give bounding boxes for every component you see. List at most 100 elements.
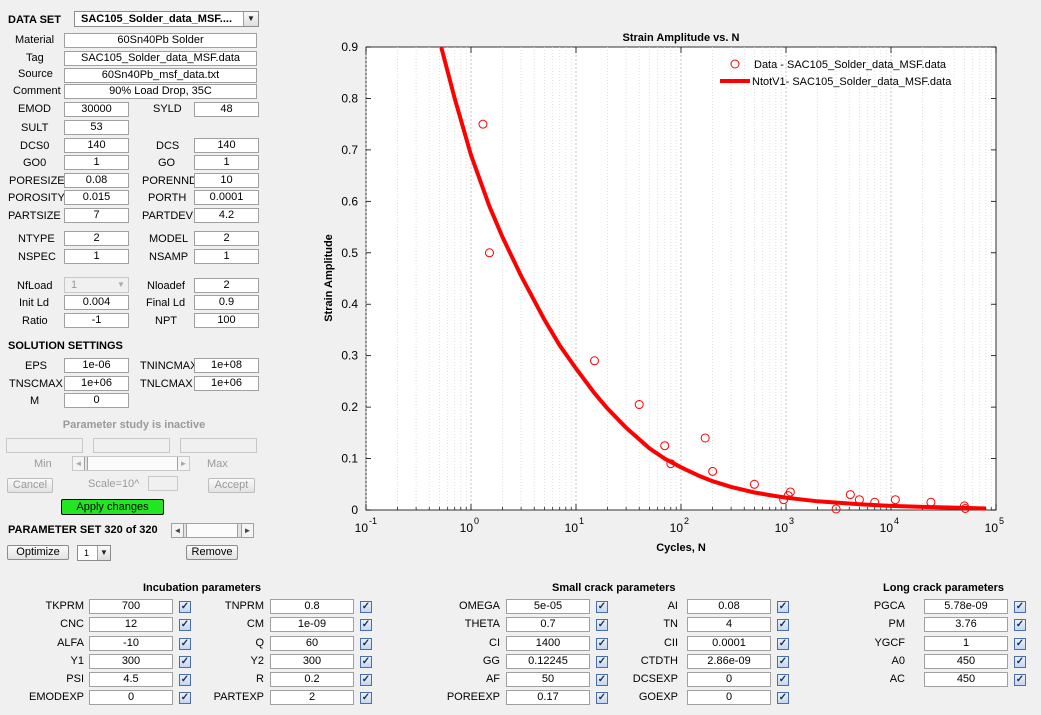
long-ac-field[interactable]: 450 [924,672,1008,687]
model-field[interactable]: 2 [194,231,259,246]
parameter-set-slider[interactable]: ◄ ► [171,523,254,538]
incubation-partexp-checkbox[interactable]: ✓ [360,692,372,704]
sult-field[interactable]: 53 [64,120,129,135]
porosity-field[interactable]: 0.015 [64,190,129,205]
incubation-tnprm-field[interactable]: 0.8 [270,599,354,614]
incubation-psi-checkbox[interactable]: ✓ [179,674,191,686]
small-theta-checkbox[interactable]: ✓ [596,619,608,631]
emod-field[interactable]: 30000 [64,102,129,117]
incubation-psi-field[interactable]: 4.5 [89,672,173,687]
m-field[interactable]: 0 [64,393,129,408]
incubation-cnc-field[interactable]: 12 [89,617,173,632]
material-field[interactable]: 60Sn40Pb Solder [64,33,257,48]
poresize-field[interactable]: 0.08 [64,173,129,188]
long-a0-checkbox[interactable]: ✓ [1014,656,1026,668]
chevron-down-icon[interactable]: ▼ [97,546,110,560]
chevron-down-icon[interactable]: ▼ [243,12,258,26]
incubation-q-checkbox[interactable]: ✓ [360,638,372,650]
small-ai-checkbox[interactable]: ✓ [777,601,789,613]
eps-field[interactable]: 1e-06 [64,358,129,373]
small-omega-checkbox[interactable]: ✓ [596,601,608,613]
final-ld-field[interactable]: 0.9 [194,295,259,310]
ntype-field[interactable]: 2 [64,231,129,246]
long-ygcf-field[interactable]: 1 [924,636,1008,651]
long-pm-field[interactable]: 3.76 [924,617,1008,632]
long-ac-checkbox[interactable]: ✓ [1014,674,1026,686]
small-poreexp-checkbox[interactable]: ✓ [596,692,608,704]
small-ctdth-checkbox[interactable]: ✓ [777,656,789,668]
small-ci-field[interactable]: 1400 [506,636,590,651]
incubation-cm-field[interactable]: 1e-09 [270,617,354,632]
long-pgca-checkbox[interactable]: ✓ [1014,601,1026,613]
optimize-button[interactable]: Optimize [7,545,69,560]
parameter-set-slider-thumb[interactable] [186,524,238,537]
small-ctdth-field[interactable]: 2.86e-09 [687,654,771,669]
small-gg-checkbox[interactable]: ✓ [596,656,608,668]
small-cii-field[interactable]: 0.0001 [687,636,771,651]
small-gg-field[interactable]: 0.12245 [506,654,590,669]
incubation-y1-checkbox[interactable]: ✓ [179,656,191,668]
nsamp-field[interactable]: 1 [194,249,259,264]
apply-changes-button[interactable]: Apply changes [61,499,164,515]
tnincmax-field[interactable]: 1e+08 [194,358,259,373]
small-dcsexp-field[interactable]: 0 [687,672,771,687]
incubation-cm-checkbox[interactable]: ✓ [360,619,372,631]
source-field[interactable]: 60Sn40Pb_msf_data.txt [64,68,257,83]
dataset-dropdown[interactable]: SAC105_Solder_data_MSF.... ▼ [74,11,259,27]
long-pm-checkbox[interactable]: ✓ [1014,619,1026,631]
remove-button[interactable]: Remove [186,545,238,560]
small-ai-field[interactable]: 0.08 [687,599,771,614]
small-ci-checkbox[interactable]: ✓ [596,638,608,650]
small-goexp-field[interactable]: 0 [687,690,771,705]
syld-field[interactable]: 48 [194,102,259,117]
go-field[interactable]: 1 [194,155,259,170]
incubation-tkprm-checkbox[interactable]: ✓ [179,601,191,613]
incubation-tkprm-field[interactable]: 700 [89,599,173,614]
small-tn-field[interactable]: 4 [687,617,771,632]
arrow-left-icon[interactable]: ◄ [172,524,184,537]
long-pgca-field[interactable]: 5.78e-09 [924,599,1008,614]
partsize-field[interactable]: 7 [64,208,129,223]
dcs-field[interactable]: 140 [194,138,259,153]
optimize-count-dropdown[interactable]: 1 ▼ [77,545,111,561]
small-dcsexp-checkbox[interactable]: ✓ [777,674,789,686]
incubation-emodexp-checkbox[interactable]: ✓ [179,692,191,704]
long-a0-field[interactable]: 450 [924,654,1008,669]
nloadef-field[interactable]: 2 [194,278,259,293]
tnlcmax-field[interactable]: 1e+06 [194,376,259,391]
tnscmax-field[interactable]: 1e+06 [64,376,129,391]
incubation-cnc-checkbox[interactable]: ✓ [179,619,191,631]
porth-field[interactable]: 0.0001 [194,190,259,205]
incubation-y1-field[interactable]: 300 [89,654,173,669]
comment-field[interactable]: 90% Load Drop, 35C [64,84,257,99]
small-omega-field[interactable]: 5e-05 [506,599,590,614]
incubation-partexp-field[interactable]: 2 [270,690,354,705]
dcs0-field[interactable]: 140 [64,138,129,153]
small-af-checkbox[interactable]: ✓ [596,674,608,686]
arrow-right-icon[interactable]: ► [241,524,253,537]
incubation-r-field[interactable]: 0.2 [270,672,354,687]
small-af-field[interactable]: 50 [506,672,590,687]
tag-field[interactable]: SAC105_Solder_data_MSF.data [64,51,257,66]
incubation-alfa-checkbox[interactable]: ✓ [179,638,191,650]
nspec-field[interactable]: 1 [64,249,129,264]
small-goexp-checkbox[interactable]: ✓ [777,692,789,704]
small-cii-checkbox[interactable]: ✓ [777,638,789,650]
incubation-r-checkbox[interactable]: ✓ [360,674,372,686]
small-tn-checkbox[interactable]: ✓ [777,619,789,631]
partdev-field[interactable]: 4.2 [194,208,259,223]
incubation-y2-checkbox[interactable]: ✓ [360,656,372,668]
incubation-q-field[interactable]: 60 [270,636,354,651]
go0-field[interactable]: 1 [64,155,129,170]
small-poreexp-field[interactable]: 0.17 [506,690,590,705]
init-ld-field[interactable]: 0.004 [64,295,129,310]
incubation-y2-field[interactable]: 300 [270,654,354,669]
incubation-tnprm-checkbox[interactable]: ✓ [360,601,372,613]
npt-field[interactable]: 100 [194,313,259,328]
incubation-alfa-field[interactable]: -10 [89,636,173,651]
small-theta-field[interactable]: 0.7 [506,617,590,632]
incubation-emodexp-field[interactable]: 0 [89,690,173,705]
porennd-field[interactable]: 10 [194,173,259,188]
long-ygcf-checkbox[interactable]: ✓ [1014,638,1026,650]
ratio-field[interactable]: -1 [64,313,129,328]
